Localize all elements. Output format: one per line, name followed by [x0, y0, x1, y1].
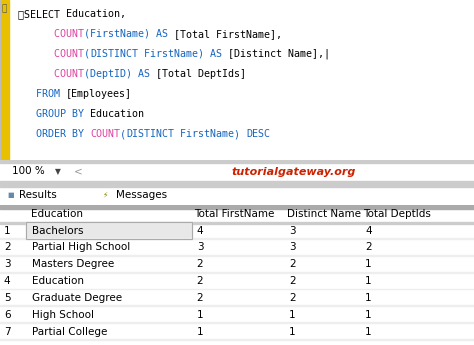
Text: ■: ■	[8, 192, 14, 198]
Text: 1: 1	[4, 226, 10, 236]
Text: FirstName: FirstName	[138, 49, 198, 59]
Text: 2: 2	[289, 276, 296, 286]
Text: DISTINCT: DISTINCT	[126, 129, 174, 139]
Text: 1: 1	[289, 326, 296, 336]
Text: 1: 1	[365, 310, 372, 320]
Bar	[0, 339, 474, 340]
Bar	[0, 160, 474, 163]
Text: 1: 1	[365, 293, 372, 303]
Text: (: (	[120, 129, 126, 139]
Text: Distinct Name: Distinct Name	[287, 209, 361, 219]
Text: Total FirstName: Total FirstName	[194, 209, 275, 219]
Text: [Distinct Name],|: [Distinct Name],|	[228, 49, 330, 59]
Bar	[0, 181, 474, 184]
Text: 1: 1	[197, 326, 203, 336]
Text: Messages: Messages	[116, 190, 167, 200]
Text: High School: High School	[32, 310, 94, 320]
Text: 2: 2	[197, 293, 203, 303]
Text: COUNT: COUNT	[18, 29, 84, 39]
Text: ): )	[234, 129, 246, 139]
Text: 3: 3	[197, 242, 203, 252]
Text: 1: 1	[197, 310, 203, 320]
Text: <: <	[73, 166, 82, 176]
Bar	[2, 0, 9, 160]
Text: Bachelors: Bachelors	[32, 226, 83, 236]
Bar	[0, 0, 2, 160]
Text: 100 %: 100 %	[12, 166, 45, 176]
Text: 5: 5	[4, 293, 10, 303]
Text: COUNT: COUNT	[90, 129, 120, 139]
Text: Education: Education	[90, 109, 144, 119]
Text: FirstName: FirstName	[174, 129, 234, 139]
Text: 2: 2	[4, 242, 10, 252]
Text: 3: 3	[4, 259, 10, 269]
Text: FROM: FROM	[18, 89, 66, 99]
Bar	[0, 255, 474, 256]
Text: (: (	[84, 49, 90, 59]
Text: 4: 4	[197, 226, 203, 236]
Text: AS: AS	[210, 49, 228, 59]
Bar	[26, 222, 192, 239]
Bar	[0, 305, 474, 306]
Bar	[0, 238, 474, 239]
Text: 2: 2	[365, 242, 372, 252]
Text: COUNT: COUNT	[18, 49, 84, 59]
Text: 4: 4	[365, 226, 372, 236]
Text: DESC: DESC	[246, 129, 270, 139]
Text: AS: AS	[156, 29, 174, 39]
Text: [Total FirstName],: [Total FirstName],	[174, 29, 282, 39]
Bar	[0, 205, 474, 209]
Text: Partial High School: Partial High School	[32, 242, 130, 252]
Text: 3: 3	[289, 226, 296, 236]
Bar	[26, 222, 192, 239]
Text: COUNT: COUNT	[18, 69, 84, 79]
Text: 1: 1	[365, 276, 372, 286]
Text: (DeptID): (DeptID)	[84, 69, 138, 79]
Text: ⊼: ⊼	[2, 5, 7, 14]
Text: AS: AS	[138, 69, 156, 79]
Text: ⊼SELECT: ⊼SELECT	[18, 9, 66, 19]
Text: ⚡: ⚡	[102, 190, 107, 199]
Text: 2: 2	[289, 293, 296, 303]
Text: Education: Education	[32, 276, 84, 286]
Text: [Total DeptIds]: [Total DeptIds]	[156, 69, 246, 79]
Text: 7: 7	[4, 326, 10, 336]
Text: Masters Degree: Masters Degree	[32, 259, 114, 269]
Text: [Employees]: [Employees]	[66, 89, 132, 99]
Text: 2: 2	[197, 276, 203, 286]
Bar	[0, 322, 474, 323]
Text: Partial College: Partial College	[32, 326, 107, 336]
Bar	[0, 272, 474, 273]
Bar	[0, 222, 474, 224]
Text: 1: 1	[365, 326, 372, 336]
Text: Total DeptIds: Total DeptIds	[363, 209, 430, 219]
Text: ): )	[198, 49, 210, 59]
Text: tutorialgateway.org: tutorialgateway.org	[232, 167, 356, 177]
Text: DISTINCT: DISTINCT	[90, 49, 138, 59]
Text: ▼: ▼	[55, 167, 60, 177]
Text: (FirstName): (FirstName)	[84, 29, 156, 39]
Text: Graduate Degree: Graduate Degree	[32, 293, 122, 303]
Text: 1: 1	[289, 310, 296, 320]
Text: Education,: Education,	[66, 9, 126, 19]
Text: 3: 3	[289, 242, 296, 252]
Text: 4: 4	[4, 276, 10, 286]
Text: 2: 2	[197, 259, 203, 269]
Text: 6: 6	[4, 310, 10, 320]
Bar	[0, 184, 474, 187]
Text: Results: Results	[19, 190, 57, 200]
Text: 1: 1	[365, 259, 372, 269]
Text: ORDER BY: ORDER BY	[18, 129, 90, 139]
Text: 2: 2	[289, 259, 296, 269]
Text: GROUP BY: GROUP BY	[18, 109, 90, 119]
Text: Education: Education	[31, 209, 83, 219]
